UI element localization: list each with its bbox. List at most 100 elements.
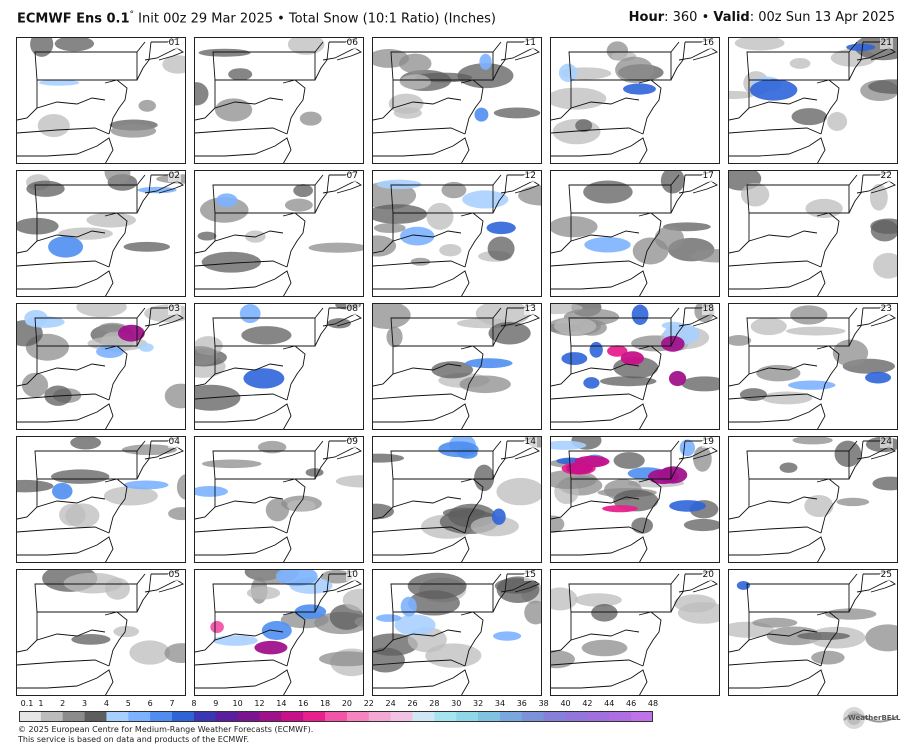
light-snow-area bbox=[470, 516, 519, 537]
state-boundary bbox=[678, 579, 718, 593]
state-boundary bbox=[848, 440, 864, 480]
member-number: 03 bbox=[167, 304, 181, 315]
colorbar-tick-label: 18 bbox=[319, 699, 331, 708]
state-boundary bbox=[17, 137, 114, 163]
light-snow-area bbox=[804, 494, 834, 518]
light-snow-area bbox=[70, 437, 102, 450]
state-boundary bbox=[392, 346, 462, 375]
state-boundary bbox=[36, 479, 106, 508]
moderate-snow-area bbox=[486, 221, 516, 235]
state-boundary bbox=[314, 41, 330, 81]
state-boundary bbox=[314, 573, 330, 613]
light-snow-area bbox=[86, 212, 137, 228]
snow-map bbox=[195, 171, 363, 296]
state-boundary bbox=[551, 536, 648, 562]
state-boundary bbox=[17, 506, 38, 520]
moderate-snow-area bbox=[787, 380, 836, 390]
state-boundary bbox=[195, 536, 292, 562]
snow-map bbox=[373, 38, 541, 163]
state-boundary bbox=[104, 478, 128, 534]
colorbar-swatch bbox=[40, 711, 64, 722]
valid-time: Hour: 360 • Valid: 00z Sun 13 Apr 2025 bbox=[629, 10, 895, 25]
state-boundary bbox=[104, 611, 128, 667]
light-snow-area bbox=[426, 202, 454, 230]
moderate-snow-area bbox=[462, 190, 509, 209]
moderate-snow-area bbox=[239, 304, 261, 324]
light-snow-area bbox=[496, 477, 541, 506]
member-number: 05 bbox=[167, 570, 181, 581]
light-snow-area bbox=[342, 588, 363, 611]
light-snow-area bbox=[164, 643, 185, 664]
state-boundary bbox=[570, 346, 640, 375]
state-boundary bbox=[282, 611, 306, 667]
moderate-snow-area bbox=[736, 580, 751, 590]
state-boundary bbox=[816, 345, 840, 401]
state-boundary bbox=[500, 47, 540, 61]
colorbar-tick-label: 5 bbox=[125, 699, 131, 708]
member-number: 06 bbox=[345, 38, 359, 49]
moderate-snow-area bbox=[216, 193, 238, 208]
ensemble-panel: 23 bbox=[728, 303, 898, 430]
colorbar-tick-label: 7 bbox=[169, 699, 175, 708]
member-number: 25 bbox=[879, 570, 893, 581]
copyright-text: © 2025 European Centre for Medium-Range … bbox=[18, 725, 314, 734]
moderate-snow-area bbox=[493, 631, 522, 641]
state-boundary bbox=[551, 639, 572, 653]
state-boundary bbox=[195, 659, 288, 667]
moderate-snow-area bbox=[137, 186, 177, 194]
light-snow-area bbox=[551, 216, 598, 238]
snow-map bbox=[729, 171, 897, 296]
moderate-snow-area bbox=[661, 321, 684, 330]
state-boundary bbox=[551, 659, 644, 667]
state-boundary bbox=[373, 137, 470, 163]
moderate-snow-area bbox=[261, 620, 292, 640]
moderate-snow-area bbox=[584, 237, 631, 253]
state-boundary bbox=[551, 393, 644, 401]
state-boundary bbox=[373, 526, 466, 534]
light-snow-area bbox=[198, 48, 251, 57]
light-snow-area bbox=[308, 242, 363, 253]
header: ECMWF Ens 0.1° Init 00z 29 Mar 2025 • To… bbox=[0, 0, 913, 32]
light-snow-area bbox=[487, 236, 515, 261]
state-boundary bbox=[214, 80, 284, 109]
snow-map bbox=[729, 570, 897, 695]
state-boundary bbox=[816, 611, 840, 667]
light-snow-area bbox=[168, 507, 185, 521]
state-boundary bbox=[670, 41, 686, 81]
hour-value: : 360 • bbox=[664, 10, 714, 25]
colorbar-tick-label: 34 bbox=[494, 699, 506, 708]
init-text: Init 00z 29 Mar 2025 • Total Snow (10:1 … bbox=[134, 11, 496, 27]
light-snow-area bbox=[335, 475, 363, 488]
light-snow-area bbox=[865, 624, 897, 652]
light-snow-area bbox=[872, 476, 897, 491]
snow-map bbox=[195, 437, 363, 562]
moderate-snow-area bbox=[139, 343, 154, 352]
state-boundary bbox=[748, 346, 818, 375]
state-boundary bbox=[729, 137, 826, 163]
state-boundary bbox=[748, 213, 818, 242]
moderate-snow-area bbox=[561, 352, 588, 365]
ensemble-panel: 17 bbox=[550, 170, 720, 297]
state-boundary bbox=[729, 639, 750, 653]
snow-map bbox=[17, 304, 185, 429]
light-snow-area bbox=[869, 183, 888, 211]
state-boundary bbox=[195, 403, 292, 429]
state-boundary bbox=[373, 107, 394, 121]
light-snow-area bbox=[284, 198, 313, 212]
member-number: 11 bbox=[523, 38, 537, 49]
colorbar-tick-label: 36 bbox=[516, 699, 527, 708]
ensemble-panel: 06 bbox=[194, 37, 364, 164]
state-boundary bbox=[136, 307, 152, 347]
light-snow-area bbox=[17, 479, 54, 493]
light-snow-area bbox=[21, 372, 49, 398]
ensemble-panel: 19 bbox=[550, 436, 720, 563]
state-boundary bbox=[136, 573, 152, 613]
state-boundary bbox=[373, 536, 470, 562]
colorbar-border bbox=[19, 711, 653, 722]
moderate-snow-area bbox=[589, 341, 603, 358]
state-boundary bbox=[136, 440, 152, 480]
light-snow-area bbox=[329, 604, 363, 630]
state-boundary bbox=[373, 270, 470, 296]
state-boundary bbox=[670, 174, 686, 214]
light-snow-area bbox=[162, 55, 185, 74]
